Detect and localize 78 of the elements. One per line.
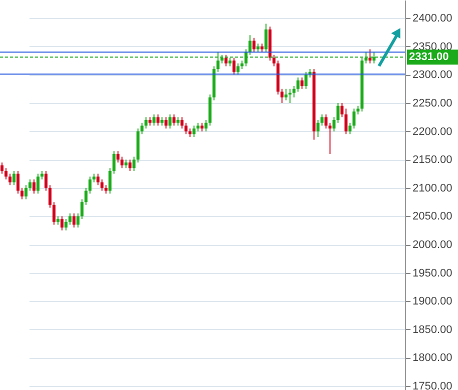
candlestick bbox=[20, 187, 24, 200]
candlestick bbox=[48, 184, 52, 208]
candlestick bbox=[344, 108, 348, 135]
y-tick-label: 1850.00 bbox=[412, 324, 452, 336]
candlestick bbox=[0, 162, 4, 174]
candlestick bbox=[64, 218, 68, 231]
candlestick bbox=[184, 122, 188, 135]
candlestick bbox=[16, 170, 20, 194]
y-tick-label: 2250.00 bbox=[412, 98, 452, 110]
candlestick bbox=[128, 159, 132, 172]
candlestick bbox=[164, 116, 168, 129]
candlestick bbox=[332, 116, 336, 132]
candlestick bbox=[284, 88, 288, 101]
candlestick bbox=[288, 88, 292, 104]
candlestick bbox=[152, 114, 156, 126]
candlestick bbox=[252, 37, 256, 53]
candlestick bbox=[68, 212, 72, 226]
y-tick-label: 2300.00 bbox=[412, 69, 452, 82]
candlestick bbox=[8, 173, 12, 186]
candlestick bbox=[340, 102, 344, 118]
candlestick bbox=[204, 120, 208, 132]
candlestick bbox=[60, 216, 64, 231]
candlestick bbox=[84, 187, 88, 206]
candlestick bbox=[352, 108, 356, 129]
y-tick-label: 1800.00 bbox=[412, 352, 452, 364]
candlestick bbox=[108, 168, 112, 194]
ref-line-label: 2331.00 bbox=[409, 51, 449, 64]
candlestick bbox=[236, 62, 240, 76]
candlestick bbox=[336, 102, 340, 124]
candlestick bbox=[144, 116, 148, 129]
candlestick bbox=[280, 88, 284, 104]
candlestick bbox=[292, 86, 296, 98]
candlestick bbox=[232, 57, 236, 76]
candlestick bbox=[116, 150, 120, 163]
candlestick bbox=[72, 212, 76, 228]
candlestick bbox=[88, 176, 92, 194]
candlestick bbox=[24, 184, 28, 200]
candlestick bbox=[32, 178, 36, 194]
candlestick bbox=[112, 150, 116, 174]
candlestick bbox=[36, 173, 40, 194]
candlestick bbox=[320, 114, 324, 126]
candlestick bbox=[316, 120, 320, 138]
candlestick bbox=[224, 54, 228, 67]
candlestick bbox=[4, 168, 8, 180]
candlestick bbox=[368, 48, 372, 64]
candlestick bbox=[52, 202, 56, 226]
candlestick bbox=[264, 23, 268, 53]
candlestick bbox=[100, 178, 104, 192]
y-tick-label: 2050.00 bbox=[412, 210, 452, 223]
candlestick bbox=[76, 212, 80, 228]
candlestick bbox=[296, 77, 300, 92]
y-tick-label: 2150.00 bbox=[412, 154, 452, 166]
y-tick-label: 2100.00 bbox=[412, 182, 452, 194]
candlestick bbox=[156, 114, 160, 126]
candlestick bbox=[132, 156, 136, 172]
candlestick bbox=[180, 116, 184, 129]
candlestick bbox=[12, 170, 16, 186]
candlestick bbox=[80, 198, 84, 220]
y-tick-label: 2400.00 bbox=[412, 12, 452, 25]
y-tick-label: 2200.00 bbox=[412, 126, 452, 138]
candlestick bbox=[44, 170, 48, 192]
candlestick bbox=[300, 77, 304, 90]
candlestick bbox=[96, 173, 100, 186]
candlestick bbox=[120, 156, 124, 169]
y-tick-label: 1750.00 bbox=[412, 380, 452, 390]
y-tick-label: 2000.00 bbox=[412, 239, 452, 252]
candlestick bbox=[324, 114, 328, 129]
y-tick-label: 1900.00 bbox=[412, 296, 452, 308]
candlestick bbox=[192, 125, 196, 138]
candlestick bbox=[348, 122, 352, 135]
candlestick bbox=[328, 122, 332, 154]
candlestick bbox=[28, 178, 32, 192]
candlestick bbox=[140, 122, 144, 135]
y-tick-label: 1950.00 bbox=[412, 267, 452, 280]
candlestick bbox=[304, 71, 308, 90]
candlestick bbox=[272, 54, 276, 67]
candlestick bbox=[172, 114, 176, 126]
candlestick bbox=[168, 114, 172, 129]
